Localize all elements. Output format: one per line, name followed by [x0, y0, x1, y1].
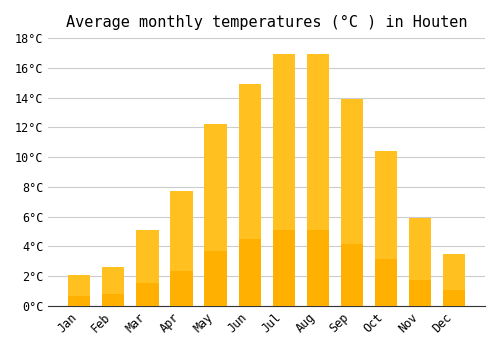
Bar [409, 218, 431, 306]
Bar [170, 191, 192, 306]
Bar [409, 218, 431, 280]
Bar [272, 55, 295, 306]
Bar [136, 230, 158, 306]
Bar [204, 251, 227, 306]
Bar [272, 55, 295, 230]
Bar [170, 191, 192, 272]
Bar [375, 259, 397, 306]
Bar [68, 275, 90, 296]
Title: Average monthly temperatures (°C ) in Houten: Average monthly temperatures (°C ) in Ho… [66, 15, 468, 30]
Bar [306, 55, 329, 230]
Bar [238, 239, 260, 306]
Bar [375, 151, 397, 306]
Bar [68, 275, 90, 306]
Bar [443, 290, 465, 306]
Bar [375, 151, 397, 259]
Bar [238, 84, 260, 306]
Bar [341, 99, 363, 244]
Bar [204, 124, 227, 306]
Bar [102, 267, 124, 306]
Bar [102, 294, 124, 306]
Bar [136, 283, 158, 306]
Bar [409, 280, 431, 306]
Bar [341, 99, 363, 306]
Bar [68, 296, 90, 306]
Bar [306, 230, 329, 306]
Bar [102, 267, 124, 294]
Bar [443, 254, 465, 290]
Bar [341, 244, 363, 306]
Bar [170, 272, 192, 306]
Bar [272, 230, 295, 306]
Bar [443, 254, 465, 306]
Bar [136, 230, 158, 283]
Bar [204, 124, 227, 251]
Bar [238, 84, 260, 239]
Bar [306, 55, 329, 306]
